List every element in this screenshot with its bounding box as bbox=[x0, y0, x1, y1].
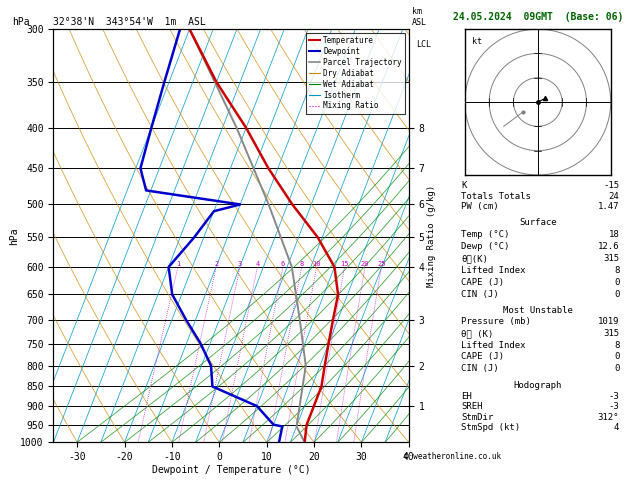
Y-axis label: hPa: hPa bbox=[9, 227, 19, 244]
Text: 0: 0 bbox=[614, 364, 620, 373]
Text: 0: 0 bbox=[614, 278, 620, 287]
Text: -15: -15 bbox=[603, 181, 620, 190]
Text: 1: 1 bbox=[175, 261, 180, 267]
Text: CIN (J): CIN (J) bbox=[462, 290, 499, 299]
Text: 10: 10 bbox=[313, 261, 321, 267]
Text: CAPE (J): CAPE (J) bbox=[462, 278, 504, 287]
Text: 15: 15 bbox=[340, 261, 348, 267]
Text: θᴄ (K): θᴄ (K) bbox=[462, 329, 494, 338]
Text: Surface: Surface bbox=[519, 218, 557, 227]
Text: 24: 24 bbox=[609, 192, 620, 201]
Text: 0: 0 bbox=[614, 352, 620, 362]
Text: StmDir: StmDir bbox=[462, 413, 494, 421]
Text: StmSpd (kt): StmSpd (kt) bbox=[462, 423, 520, 432]
Text: hPa: hPa bbox=[13, 17, 30, 27]
Text: 25: 25 bbox=[377, 261, 386, 267]
Text: Pressure (mb): Pressure (mb) bbox=[462, 317, 532, 326]
Text: 24.05.2024  09GMT  (Base: 06): 24.05.2024 09GMT (Base: 06) bbox=[453, 12, 623, 22]
Text: LCL: LCL bbox=[416, 40, 431, 50]
Text: 20: 20 bbox=[361, 261, 369, 267]
Text: Temp (°C): Temp (°C) bbox=[462, 230, 509, 239]
Text: 3: 3 bbox=[238, 261, 242, 267]
Text: 1.47: 1.47 bbox=[598, 202, 620, 211]
Text: Dewp (°C): Dewp (°C) bbox=[462, 242, 509, 251]
Text: 0: 0 bbox=[614, 290, 620, 299]
Text: Most Unstable: Most Unstable bbox=[503, 306, 573, 315]
Text: © weatheronline.co.uk: © weatheronline.co.uk bbox=[404, 452, 501, 461]
Text: Lifted Index: Lifted Index bbox=[462, 266, 526, 275]
X-axis label: Dewpoint / Temperature (°C): Dewpoint / Temperature (°C) bbox=[152, 465, 311, 475]
Text: CIN (J): CIN (J) bbox=[462, 364, 499, 373]
Text: 2: 2 bbox=[214, 261, 218, 267]
Text: EH: EH bbox=[462, 392, 472, 401]
Text: 8: 8 bbox=[614, 341, 620, 349]
Text: 6: 6 bbox=[281, 261, 285, 267]
Text: -3: -3 bbox=[609, 392, 620, 401]
Text: CAPE (J): CAPE (J) bbox=[462, 352, 504, 362]
Text: 315: 315 bbox=[603, 254, 620, 263]
Text: 4: 4 bbox=[255, 261, 260, 267]
Text: kt: kt bbox=[472, 37, 482, 46]
Y-axis label: Mixing Ratio (g/kg): Mixing Ratio (g/kg) bbox=[427, 185, 437, 287]
Text: Totals Totals: Totals Totals bbox=[462, 192, 532, 201]
Text: 312°: 312° bbox=[598, 413, 620, 421]
Legend: Temperature, Dewpoint, Parcel Trajectory, Dry Adiabat, Wet Adiabat, Isotherm, Mi: Temperature, Dewpoint, Parcel Trajectory… bbox=[306, 33, 405, 114]
Text: km
ASL: km ASL bbox=[412, 7, 427, 27]
Text: K: K bbox=[462, 181, 467, 190]
Text: 12.6: 12.6 bbox=[598, 242, 620, 251]
Text: 18: 18 bbox=[609, 230, 620, 239]
Text: 8: 8 bbox=[299, 261, 304, 267]
Text: 8: 8 bbox=[614, 266, 620, 275]
Text: 4: 4 bbox=[614, 423, 620, 432]
Text: SREH: SREH bbox=[462, 402, 483, 411]
Text: -3: -3 bbox=[609, 402, 620, 411]
Text: 32°38'N  343°54'W  1m  ASL: 32°38'N 343°54'W 1m ASL bbox=[53, 17, 206, 27]
Text: Lifted Index: Lifted Index bbox=[462, 341, 526, 349]
Text: 315: 315 bbox=[603, 329, 620, 338]
Text: 1019: 1019 bbox=[598, 317, 620, 326]
Text: Hodograph: Hodograph bbox=[514, 381, 562, 390]
Text: PW (cm): PW (cm) bbox=[462, 202, 499, 211]
Text: θᴄ(K): θᴄ(K) bbox=[462, 254, 488, 263]
